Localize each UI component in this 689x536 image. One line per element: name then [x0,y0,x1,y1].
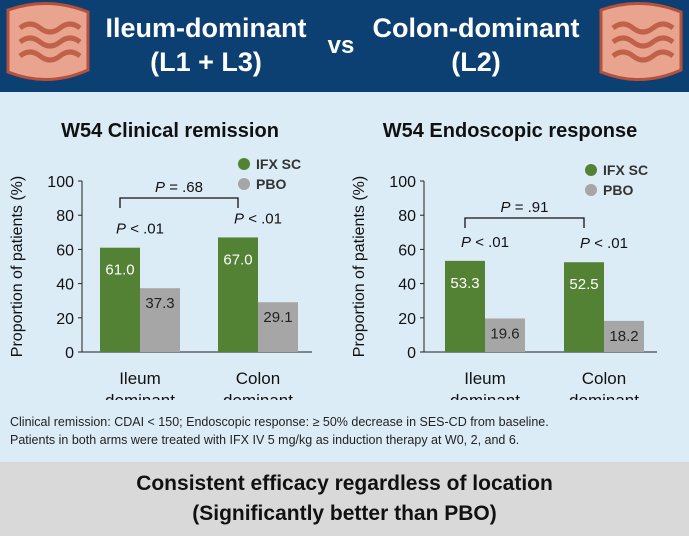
bar-value-label: 52.5 [569,276,598,293]
y-tick-label: 20 [398,311,416,328]
intestine-icon-right [599,2,683,81]
y-tick-label: 60 [56,242,74,259]
y-tick-label: 0 [407,345,416,362]
pvalue-within: P < .01 [580,235,628,252]
pvalue-between: P = .91 [501,199,549,216]
x-category-label-line1: Colon [582,369,626,388]
y-tick-label: 80 [56,208,74,225]
x-category-label-line1: Colon [236,369,280,388]
chart-title: W54 Clinical remission [61,120,279,142]
left-title-line1: Ileum-dominant [105,13,307,43]
legend-label: PBO [603,182,633,198]
bar-value-label: 29.1 [263,309,292,326]
left-title-line2: (L1 + L3) [150,47,262,77]
legend-label: IFX SC [603,162,648,178]
legend-marker-pbo [238,178,250,190]
y-tick-label: 80 [398,208,416,225]
bar-value-label: 67.0 [223,251,252,268]
bar-value-label: 61.0 [105,262,134,279]
definition-note: Clinical remission: CDAI < 150; Endoscop… [10,415,549,429]
y-tick-label: 0 [65,345,74,362]
y-axis-label: Proportion of patients (%) [9,176,26,357]
endoscopic-response-chart: W54 Endoscopic response Proportion of pat… [351,120,657,400]
right-title-line1: Colon-dominant [372,13,580,43]
legend-marker-ifx [585,164,597,176]
bar-pbo [258,302,298,352]
bar-pbo [485,318,525,352]
comparison-bracket [464,217,585,228]
bar-ifx [564,262,604,352]
y-tick-label: 40 [398,277,416,294]
comparison-bracket [119,197,239,208]
y-tick-label: 20 [56,311,74,328]
x-category-label-line2: dominant [450,391,520,400]
bar-pbo [604,320,644,352]
right-title-line2: (L2) [451,47,501,77]
clinical-remission-chart: W54 Clinical remission Proportion of pati… [9,120,312,400]
y-axis-label: Proportion of patients (%) [351,176,368,357]
bar-pbo [140,288,180,352]
x-category-label-line1: Ileum [119,369,161,388]
x-category-label-line2: dominant [223,391,293,400]
x-category-label-line2: dominant [569,391,639,400]
legend-marker-ifx [238,158,250,170]
bar-value-label: 19.6 [490,325,519,342]
legend-marker-pbo [585,184,597,196]
legend-label: IFX SC [256,156,301,172]
header-banner: Ileum-dominant (L1 + L3) vs Colon-domina… [0,0,689,92]
y-tick-label: 100 [47,174,74,191]
induction-note: Patients in both arms were treated with … [10,433,520,447]
intestine-icon-left [6,2,90,81]
vs-label: vs [327,32,355,59]
pvalue-within: P < .01 [461,234,509,251]
bar-ifx [218,237,258,352]
chart-title: W54 Endoscopic response [383,120,638,142]
conclusion-line2: (Significantly better than PBO) [192,502,497,525]
x-category-label-line2: dominant [105,391,175,400]
bar-value-label: 18.2 [609,328,638,345]
y-tick-label: 60 [398,242,416,259]
pvalue-between: P = .68 [155,179,203,196]
y-tick-label: 40 [56,277,74,294]
legend-label: PBO [256,176,286,192]
bar-value-label: 53.3 [450,275,479,292]
bar-value-label: 37.3 [145,295,174,312]
conclusion-line1: Consistent efficacy regardless of locati… [136,472,553,495]
bar-ifx [445,260,485,352]
x-category-label-line1: Ileum [464,369,506,388]
pvalue-within: P < .01 [234,210,282,227]
pvalue-within: P < .01 [116,221,164,238]
bar-ifx [100,247,140,352]
charts-panel: W54 Clinical remission Proportion of pati… [0,92,689,462]
y-tick-label: 100 [389,174,416,191]
conclusion-banner: Consistent efficacy regardless of locati… [0,462,689,536]
